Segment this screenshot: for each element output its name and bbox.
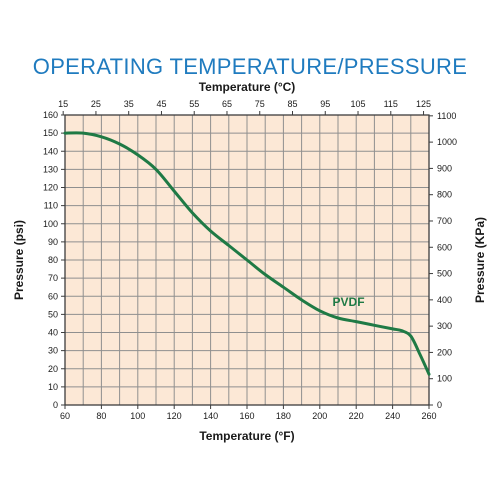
x2-tick-label: 15 [58,99,68,109]
y-tick-label: 10 [48,382,58,392]
tick-marks [61,111,433,409]
series-layer: PVDF [63,131,431,376]
x-tick-label: 180 [276,411,291,421]
y2-tick-label: 200 [437,347,452,357]
right-axis-title: Pressure (KPa) [473,217,487,303]
y2-tick-label: 600 [437,242,452,252]
x2-tick-label: 75 [255,99,265,109]
y-tick-label: 60 [48,291,58,301]
y2-tick-label: 300 [437,321,452,331]
y-tick-label: 30 [48,346,58,356]
y-tick-label: 100 [43,219,58,229]
x-tick-label: 240 [385,411,400,421]
x2-tick-label: 105 [351,99,366,109]
x-tick-label: 140 [203,411,218,421]
top-axis-title: Temperature (°C) [199,80,296,94]
x-tick-label: 160 [239,411,254,421]
x-tick-label: 100 [130,411,145,421]
x2-tick-label: 65 [222,99,232,109]
y2-tick-label: 400 [437,295,452,305]
x2-tick-label: 45 [156,99,166,109]
y-tick-label: 40 [48,328,58,338]
x-tick-label: 200 [312,411,327,421]
y-tick-label: 160 [43,110,58,120]
y-tick-label: 20 [48,364,58,374]
x-tick-label: 60 [60,411,70,421]
x2-tick-label: 85 [287,99,297,109]
x2-tick-label: 115 [384,99,398,109]
y2-tick-label: 800 [437,190,452,200]
y-tick-label: 80 [48,255,58,265]
x-tick-label: 80 [96,411,106,421]
x2-tick-label: 55 [189,99,199,109]
grid [65,115,429,405]
y2-tick-label: 700 [437,216,452,226]
y-tick-label: 70 [48,273,58,283]
page-title: OPERATING TEMPERATURE/PRESSURE [32,54,468,79]
x2-tick-label: 95 [320,99,330,109]
y2-tick-label: 500 [437,269,452,279]
y2-tick-label: 900 [437,163,452,173]
y2-tick-label: 1000 [437,137,457,147]
x-tick-label: 120 [167,411,182,421]
x-tick-label: 260 [421,411,436,421]
y-tick-label: 130 [43,164,58,174]
x-tick-label: 220 [349,411,364,421]
y-tick-label: 150 [43,128,58,138]
left-axis-title: Pressure (psi) [12,220,26,300]
tick-labels: 60 80 100 120 140 160 180 200 220 240 260010203040… [43,99,457,421]
x2-tick-label: 125 [416,99,431,109]
y2-tick-label: 0 [437,400,442,410]
series-label: PVDF [333,295,365,309]
y-tick-label: 0 [53,400,58,410]
bottom-axis-title: Temperature (°F) [199,429,294,443]
y-tick-label: 110 [44,201,58,211]
y2-tick-label: 1100 [437,111,456,121]
y2-tick-label: 100 [437,374,452,384]
y-tick-label: 140 [43,146,58,156]
y-tick-label: 90 [48,237,58,247]
series-line-pvdf [63,131,431,376]
y-tick-label: 120 [43,183,58,193]
y-tick-label: 50 [48,309,58,319]
x2-tick-label: 35 [124,99,134,109]
x2-tick-label: 25 [91,99,101,109]
